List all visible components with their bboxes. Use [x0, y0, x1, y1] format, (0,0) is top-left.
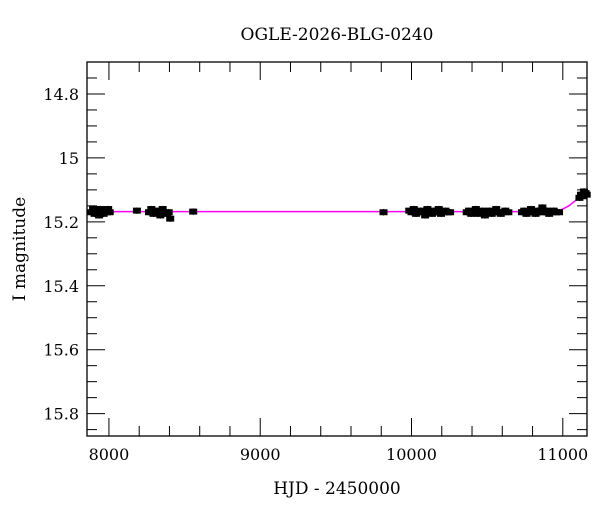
point-marker — [164, 209, 173, 216]
point-marker — [147, 206, 156, 213]
point-marker — [555, 209, 564, 216]
point-marker — [471, 206, 480, 213]
data-point — [156, 212, 165, 219]
point-marker — [158, 206, 167, 213]
point-marker — [423, 206, 432, 213]
data-point — [164, 209, 173, 216]
point-marker — [379, 209, 388, 216]
point-marker — [520, 207, 529, 214]
point-marker — [95, 212, 104, 219]
data-point — [421, 212, 430, 219]
point-marker — [542, 207, 551, 214]
point-marker — [105, 209, 114, 216]
y-tick-label: 14.8 — [43, 85, 79, 104]
y-tick-label: 15.6 — [43, 341, 79, 360]
point-marker — [154, 209, 163, 216]
point-marker — [446, 209, 455, 216]
point-marker — [492, 206, 501, 213]
point-marker — [536, 209, 545, 216]
point-marker — [531, 210, 540, 217]
point-marker — [538, 204, 547, 211]
point-marker — [407, 209, 416, 216]
data-point — [379, 209, 388, 216]
point-marker — [434, 206, 443, 213]
point-marker — [480, 212, 489, 219]
data-point — [105, 209, 114, 216]
point-marker — [145, 209, 154, 216]
y-tick-label: 15.2 — [43, 213, 79, 232]
x-tick-label: 10000 — [386, 445, 437, 464]
chart-title: OGLE-2026-BLG-0240 — [241, 25, 434, 45]
point-marker — [418, 209, 427, 216]
point-marker — [93, 209, 102, 216]
point-marker — [504, 209, 513, 216]
data-point — [555, 209, 564, 216]
point-marker — [132, 207, 141, 214]
point-marker — [96, 206, 105, 213]
point-marker — [524, 209, 533, 216]
point-marker — [409, 206, 418, 213]
point-marker — [469, 209, 478, 216]
point-marker — [489, 209, 498, 216]
point-marker — [104, 206, 113, 213]
y-tick-label: 15 — [59, 149, 79, 168]
point-marker — [166, 215, 175, 222]
point-marker — [432, 209, 441, 216]
point-marker — [149, 210, 158, 217]
point-marker — [421, 212, 430, 219]
x-tick-label: 11000 — [537, 445, 588, 464]
data-point — [166, 215, 175, 222]
point-marker — [464, 207, 473, 214]
x-axis-label: HJD - 2450000 — [273, 479, 401, 499]
point-marker — [527, 206, 536, 213]
point-marker — [578, 193, 587, 200]
y-tick-label: 15.4 — [43, 277, 79, 296]
x-tick-label: 9000 — [240, 445, 281, 464]
y-axis-label: I magnitude — [10, 197, 30, 301]
point-marker — [478, 207, 487, 214]
point-marker — [485, 207, 494, 214]
point-marker — [189, 208, 198, 215]
y-tick-label: 15.8 — [43, 405, 79, 424]
point-marker — [156, 212, 165, 219]
point-marker — [427, 210, 436, 217]
data-point — [189, 208, 198, 215]
data-point — [132, 207, 141, 214]
plot-frame — [86, 61, 588, 437]
x-tick-label: 8000 — [89, 445, 130, 464]
data-point — [504, 209, 513, 216]
data-point — [446, 209, 455, 216]
